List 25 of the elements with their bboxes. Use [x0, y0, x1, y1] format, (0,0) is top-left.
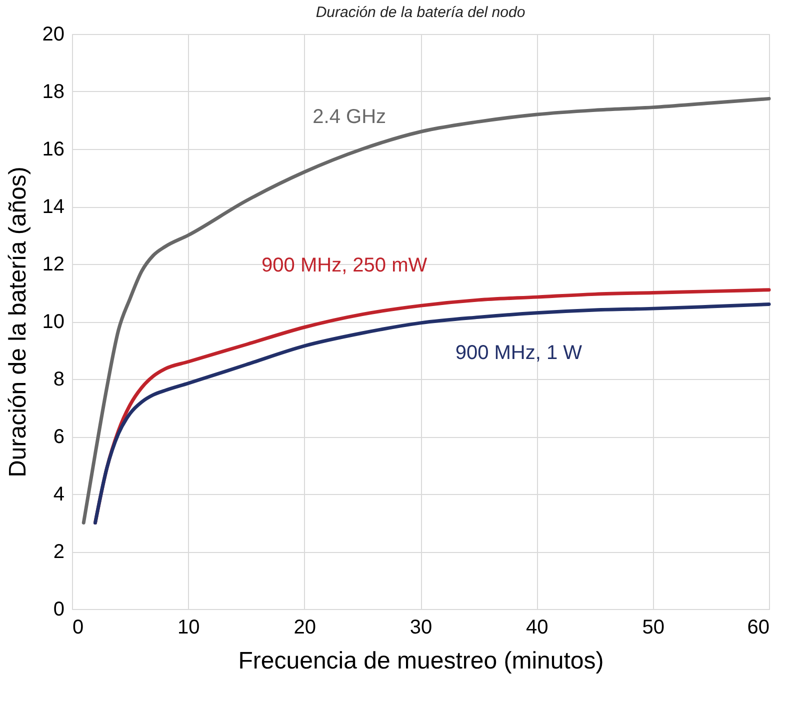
y-tick-label: 0 — [53, 598, 64, 620]
line-series — [82, 96, 771, 524]
x-tick-label: 0 — [72, 616, 84, 638]
y-tick-label: 16 — [42, 138, 64, 160]
y-tick-label: 20 — [42, 24, 64, 46]
chart-title: Duración de la batería del nodo — [316, 4, 526, 21]
x-tick-label: 50 — [642, 616, 664, 638]
x-tick-label: 30 — [410, 616, 432, 638]
y-tick-label: 14 — [42, 196, 64, 218]
y-tick-label: 10 — [42, 311, 64, 333]
y-tick-label: 6 — [53, 426, 64, 448]
y-tick-label: 18 — [42, 81, 64, 103]
x-tick-label: 20 — [294, 616, 316, 638]
x-tick-label: 10 — [178, 616, 200, 638]
y-tick-label: 2 — [53, 541, 64, 563]
series-label: 900 MHz, 1 W — [455, 342, 582, 364]
x-tick-label: 60 — [747, 616, 770, 638]
series-label: 900 MHz, 250 mW — [262, 254, 428, 276]
y-tick-label: 12 — [42, 254, 64, 276]
y-axis-title: Duración de la batería (años) — [4, 166, 32, 478]
series-label: 2.4 GHz — [312, 106, 386, 128]
y-tick-label: 8 — [53, 368, 64, 390]
x-axis-title: Frecuencia de muestreo (minutos) — [238, 648, 604, 674]
y-tick-label: 4 — [53, 484, 64, 506]
x-tick-label: 40 — [526, 616, 548, 638]
